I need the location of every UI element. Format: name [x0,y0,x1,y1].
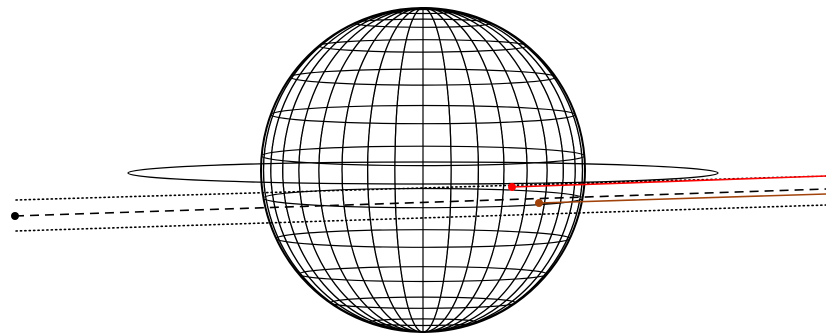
central-dashed-line [14,188,826,217]
sphere-outline [260,7,586,333]
red-ray [511,175,826,188]
brown-ray [538,193,826,204]
red-ray-point [508,183,516,191]
brown-ray-point [535,199,543,207]
lower-dotted-line [15,204,826,232]
central-line-endpoint [11,212,19,220]
upper-dotted-line [15,175,826,201]
